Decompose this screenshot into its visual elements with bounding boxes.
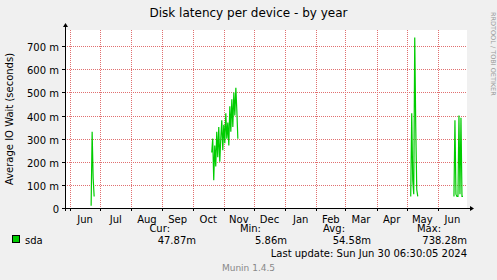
grid-line xyxy=(65,69,467,70)
tick-label: 500 m xyxy=(27,88,59,99)
legend-value: 54.58m xyxy=(333,235,371,246)
grid-line xyxy=(316,30,317,208)
last-update: Last update: Sun Jun 30 06:30:05 2024 xyxy=(271,248,467,259)
legend-header: Cur: xyxy=(149,223,170,234)
tick-label: Oct xyxy=(200,214,217,225)
legend-value: 47.87m xyxy=(158,235,196,246)
tick-mark xyxy=(62,116,65,117)
legend-label: sda xyxy=(25,235,43,246)
grid-line xyxy=(65,185,467,186)
background xyxy=(0,0,497,280)
legend-header: Min: xyxy=(240,223,261,234)
tick-label: 400 m xyxy=(27,112,59,123)
tick-mark xyxy=(62,162,65,163)
grid-line xyxy=(65,92,467,93)
grid-line xyxy=(131,30,132,208)
tick-mark xyxy=(62,185,65,186)
tick-label: Jun xyxy=(444,214,461,225)
tick-mark xyxy=(62,139,65,140)
tick-label: 0 xyxy=(53,204,59,215)
legend-swatch xyxy=(13,236,20,243)
grid-line xyxy=(377,30,378,208)
grid-line xyxy=(65,46,467,47)
legend-header: Max: xyxy=(417,223,441,234)
series-line xyxy=(91,37,463,205)
grid-line xyxy=(65,162,467,163)
legend-value: 738.28m xyxy=(422,235,467,246)
tick-mark xyxy=(62,46,65,47)
grid-line xyxy=(224,30,225,208)
tick-label: Jan xyxy=(292,214,308,225)
tick-label: 700 m xyxy=(27,42,59,53)
tick-label: 200 m xyxy=(27,158,59,169)
footer: Munin 1.4.5 xyxy=(222,263,275,273)
grid-line xyxy=(193,30,194,208)
legend-value: 5.86m xyxy=(255,235,287,246)
grid-line xyxy=(345,30,346,208)
tick-label: 100 m xyxy=(27,181,59,192)
tick-label: Jul xyxy=(109,214,122,225)
tick-label: 600 m xyxy=(27,65,59,76)
grid-line xyxy=(285,30,286,208)
grid-line xyxy=(438,30,439,208)
legend-header: Avg: xyxy=(323,223,345,234)
grid-line xyxy=(65,139,467,140)
grid-line xyxy=(407,30,408,208)
axis-arrow xyxy=(63,23,68,27)
tick-label: Apr xyxy=(383,214,401,225)
tick-label: Sep xyxy=(168,214,187,225)
plot-area xyxy=(65,30,467,208)
y-axis xyxy=(65,27,66,211)
grid-line xyxy=(100,30,101,208)
data-group xyxy=(91,37,463,205)
grid-line xyxy=(65,116,467,117)
y-axis-label: Average IO Wait (seconds) xyxy=(4,53,15,185)
grid-line xyxy=(70,30,71,208)
watermark: RRDTOOL / TOBI OETIKER xyxy=(489,12,497,96)
title: Disk latency per device - by year xyxy=(150,6,348,20)
tick-label: Jun xyxy=(76,214,93,225)
tick-label: Dec xyxy=(260,214,279,225)
x-axis xyxy=(62,208,470,209)
tick-mark xyxy=(62,92,65,93)
grid-line xyxy=(162,30,163,208)
tick-mark xyxy=(62,69,65,70)
tick-label: Mar xyxy=(352,214,372,225)
axis-arrow xyxy=(470,206,474,211)
tick-label: 300 m xyxy=(27,135,59,146)
grid-line xyxy=(254,30,255,208)
chart: Disk latency per device - by year Average… xyxy=(0,0,497,280)
